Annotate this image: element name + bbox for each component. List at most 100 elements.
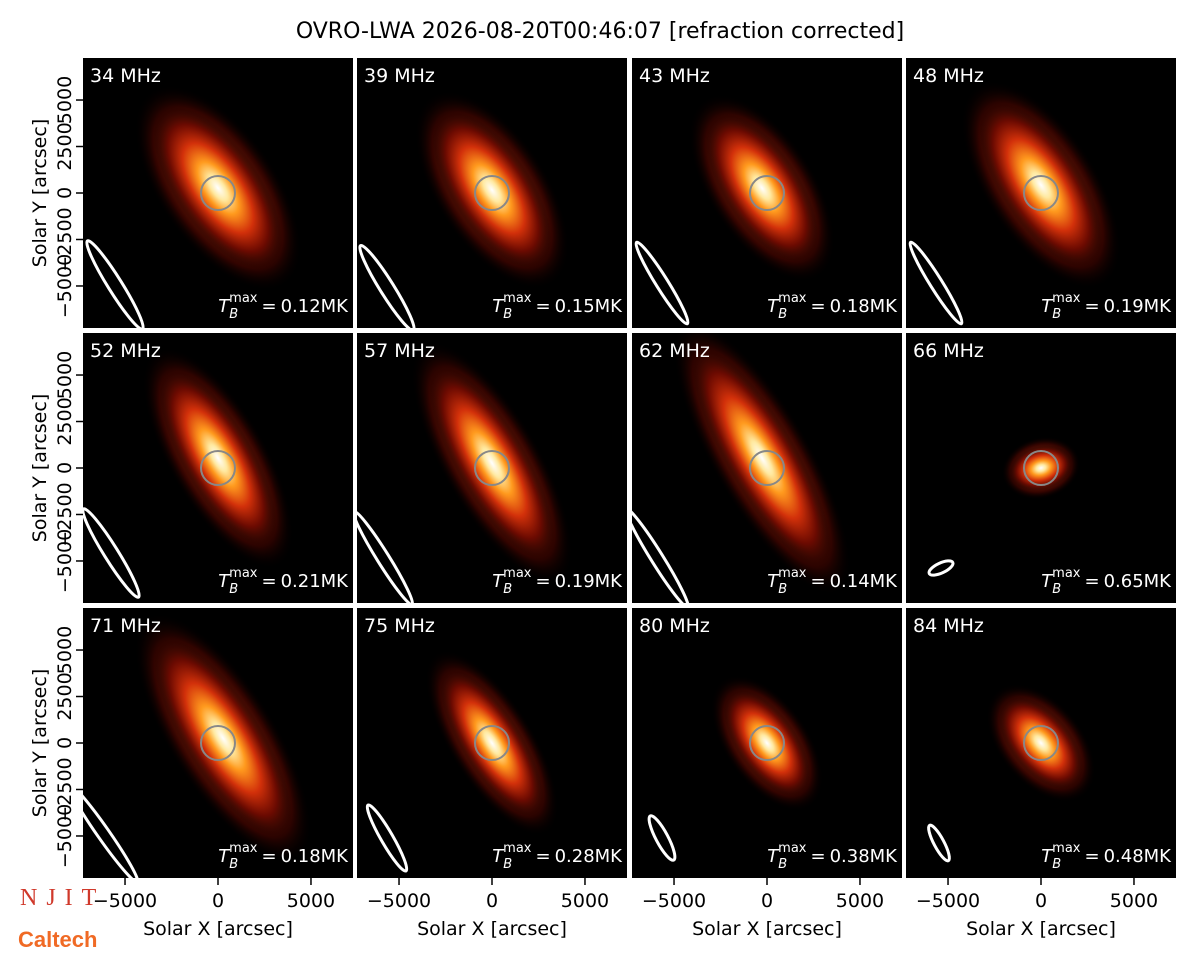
tb-max-label: TBmax = 0.38MK — [767, 841, 898, 872]
x-axis-label: Solar X [arcsec] — [692, 918, 842, 940]
panel — [632, 333, 902, 603]
tb-symbol: T — [218, 571, 231, 592]
emission — [429, 366, 555, 560]
frequency-label: 71 MHz — [90, 615, 161, 637]
beam — [365, 803, 409, 873]
tb-value: 0.28MK — [555, 846, 624, 867]
panel — [357, 608, 627, 878]
beam — [632, 507, 690, 603]
tb-symbol: T — [492, 571, 505, 592]
emission — [705, 113, 819, 263]
solar-disk — [474, 725, 510, 761]
solar-disk — [200, 725, 236, 761]
tb-symbol: T — [218, 846, 231, 867]
tb-value: 0.48MK — [1104, 846, 1173, 867]
tb-max-label: TBmax = 0.48MK — [1041, 841, 1172, 872]
emission — [723, 689, 811, 797]
y-tick-label: −2500 — [54, 482, 76, 546]
tb-equals: = — [1084, 571, 1099, 592]
emission — [432, 111, 552, 269]
x-tick-label: 5000 — [561, 890, 609, 912]
tb-sup: max — [1052, 291, 1081, 306]
tb-equals: = — [810, 846, 825, 867]
y-tick-label: −2500 — [54, 207, 76, 271]
panel — [906, 608, 1176, 878]
tb-equals: = — [261, 846, 276, 867]
tb-sup: max — [503, 291, 532, 306]
panel — [83, 333, 353, 603]
panel — [632, 608, 902, 878]
tb-value: 0.18MK — [830, 296, 899, 317]
tb-value: 0.15MK — [555, 296, 624, 317]
panel — [906, 333, 1176, 603]
logo-njit: NJIT — [20, 885, 105, 911]
tb-max-label: TBmax = 0.21MK — [218, 566, 349, 597]
frequency-label: 43 MHz — [639, 65, 710, 87]
y-tick-label: 5000 — [54, 626, 76, 674]
solar-disk — [200, 175, 236, 211]
emission — [159, 369, 277, 547]
tb-symbol: T — [1041, 846, 1054, 867]
solar-disk — [1023, 450, 1059, 486]
panel — [83, 608, 353, 878]
panel — [357, 333, 627, 603]
tb-sub: B — [229, 582, 238, 597]
x-tick-label: 5000 — [1110, 890, 1158, 912]
tb-equals: = — [261, 296, 276, 317]
emission — [1009, 445, 1073, 491]
tb-max-label: TBmax = 0.18MK — [767, 291, 898, 322]
tb-symbol: T — [767, 846, 780, 867]
tb-symbol: T — [767, 571, 780, 592]
beam — [358, 243, 416, 328]
tb-value: 0.14MK — [830, 571, 899, 592]
tb-value: 0.21MK — [281, 571, 350, 592]
tb-equals: = — [535, 571, 550, 592]
solar-disk — [474, 450, 510, 486]
beam — [357, 509, 415, 603]
tb-symbol: T — [218, 296, 231, 317]
frequency-label: 57 MHz — [364, 340, 435, 362]
y-tick-label: −5000 — [54, 254, 76, 318]
x-tick-label: −5000 — [916, 890, 980, 912]
y-tick-label: 5000 — [54, 351, 76, 399]
tb-sup: max — [229, 291, 258, 306]
x-axis-label: Solar X [arcsec] — [417, 918, 567, 940]
y-tick-label: −5000 — [54, 529, 76, 593]
tb-equals: = — [261, 571, 276, 592]
x-axis-label: Solar X [arcsec] — [143, 918, 293, 940]
tb-value: 0.18MK — [281, 846, 350, 867]
panel — [83, 58, 353, 328]
tb-value: 0.65MK — [1104, 571, 1173, 592]
y-tick-label: 2500 — [54, 122, 76, 170]
solar-disk — [474, 175, 510, 211]
tb-value: 0.19MK — [555, 571, 624, 592]
y-tick-label: −2500 — [54, 757, 76, 821]
emission — [440, 669, 544, 817]
tb-sup: max — [229, 841, 258, 856]
y-tick-label: −5000 — [54, 804, 76, 868]
solar-disk — [749, 175, 785, 211]
emission — [154, 638, 292, 838]
beam — [85, 239, 145, 328]
tb-sup: max — [503, 566, 532, 581]
frequency-label: 66 MHz — [913, 340, 984, 362]
beam — [83, 507, 141, 599]
tb-sub: B — [503, 307, 512, 322]
x-tick-label: 0 — [761, 890, 773, 912]
frequency-label: 75 MHz — [364, 615, 435, 637]
x-tick-label: −5000 — [367, 890, 431, 912]
beam — [927, 559, 955, 577]
y-axis-label: Solar Y [arcsec] — [29, 394, 51, 542]
emission — [153, 106, 283, 270]
y-tick-label: 0 — [54, 462, 76, 474]
tb-equals: = — [1084, 296, 1099, 317]
tb-symbol: T — [492, 846, 505, 867]
beam — [908, 240, 964, 326]
x-tick-label: 0 — [486, 890, 498, 912]
emission — [979, 102, 1103, 268]
tb-equals: = — [810, 571, 825, 592]
frequency-label: 52 MHz — [90, 340, 161, 362]
frequency-label: 39 MHz — [364, 65, 435, 87]
panel — [357, 58, 627, 328]
